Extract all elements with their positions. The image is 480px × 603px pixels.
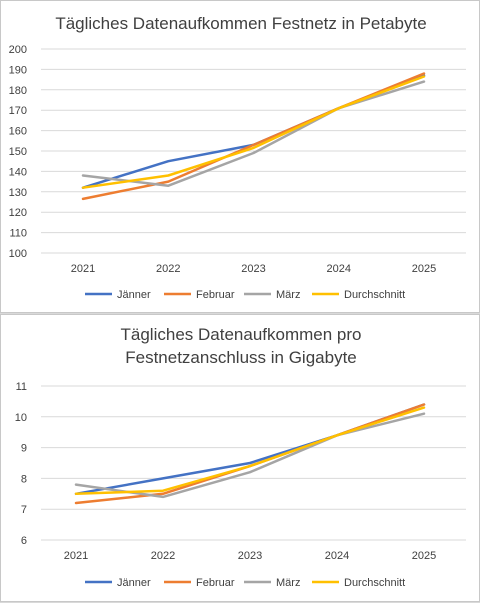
- chart-gigabyte-svg: Tägliches Datenaufkommen pro Festnetzansc…: [15, 325, 466, 589]
- chart-panel-gigabyte: Tägliches Datenaufkommen pro Festnetzansc…: [0, 314, 480, 602]
- x-tick-label: 2022: [156, 263, 180, 275]
- y-tick-label: 7: [21, 504, 27, 516]
- x-tick-label: 2023: [241, 263, 265, 275]
- series-line-jänner: [74, 403, 426, 496]
- x-tick-label: 2024: [325, 550, 349, 562]
- y-tick-label: 6: [21, 535, 27, 547]
- x-tick-label: 2023: [238, 550, 262, 562]
- y-tick-label: 120: [9, 207, 27, 219]
- x-tick-label: 2022: [151, 550, 175, 562]
- x-tick-label: 2025: [412, 550, 436, 562]
- legend-label: März: [276, 577, 300, 589]
- chart-panel-petabyte: Tägliches Datenaufkommen Festnetz in Pet…: [0, 0, 480, 313]
- legend-label: Jänner: [117, 289, 151, 301]
- y-tick-label: 150: [9, 146, 27, 158]
- series-line-durchschnitt: [74, 406, 426, 496]
- y-tick-label: 180: [9, 85, 27, 97]
- legend-label: Durchschnitt: [344, 289, 405, 301]
- legend-label: Jänner: [117, 577, 151, 589]
- x-tick-label: 2025: [412, 263, 436, 275]
- y-tick-label: 8: [21, 473, 27, 485]
- y-tick-label: 190: [9, 64, 27, 76]
- series-line-durchschnitt: [81, 75, 426, 189]
- y-tick-label: 11: [16, 381, 27, 393]
- x-tick-label: 2021: [71, 263, 95, 275]
- y-tick-label: 10: [15, 412, 27, 424]
- y-tick-label: 200: [9, 44, 27, 56]
- y-tick-label: 170: [9, 105, 27, 117]
- y-tick-label: 140: [9, 166, 27, 178]
- legend-label: März: [276, 289, 300, 301]
- series-line-märz: [81, 80, 426, 187]
- legend-label: Februar: [196, 577, 235, 589]
- y-tick-label: 100: [9, 248, 27, 260]
- legend-label: Februar: [196, 289, 235, 301]
- y-tick-label: 130: [9, 187, 27, 199]
- y-tick-label: 9: [21, 443, 27, 455]
- series-line-februar: [74, 403, 426, 505]
- x-tick-label: 2021: [64, 550, 88, 562]
- y-tick-label: 160: [9, 126, 27, 138]
- y-tick-label: 110: [9, 228, 27, 240]
- legend-label: Durchschnitt: [344, 577, 405, 589]
- x-tick-label: 2024: [327, 263, 351, 275]
- chart-petabyte-svg: Tägliches Datenaufkommen Festnetz in Pet…: [9, 14, 466, 301]
- chart-title: Tägliches Datenaufkommen Festnetz in Pet…: [55, 14, 426, 33]
- series-line-jänner: [81, 74, 426, 189]
- chart-title: Tägliches Datenaufkommen pro Festnetzansc…: [121, 325, 362, 367]
